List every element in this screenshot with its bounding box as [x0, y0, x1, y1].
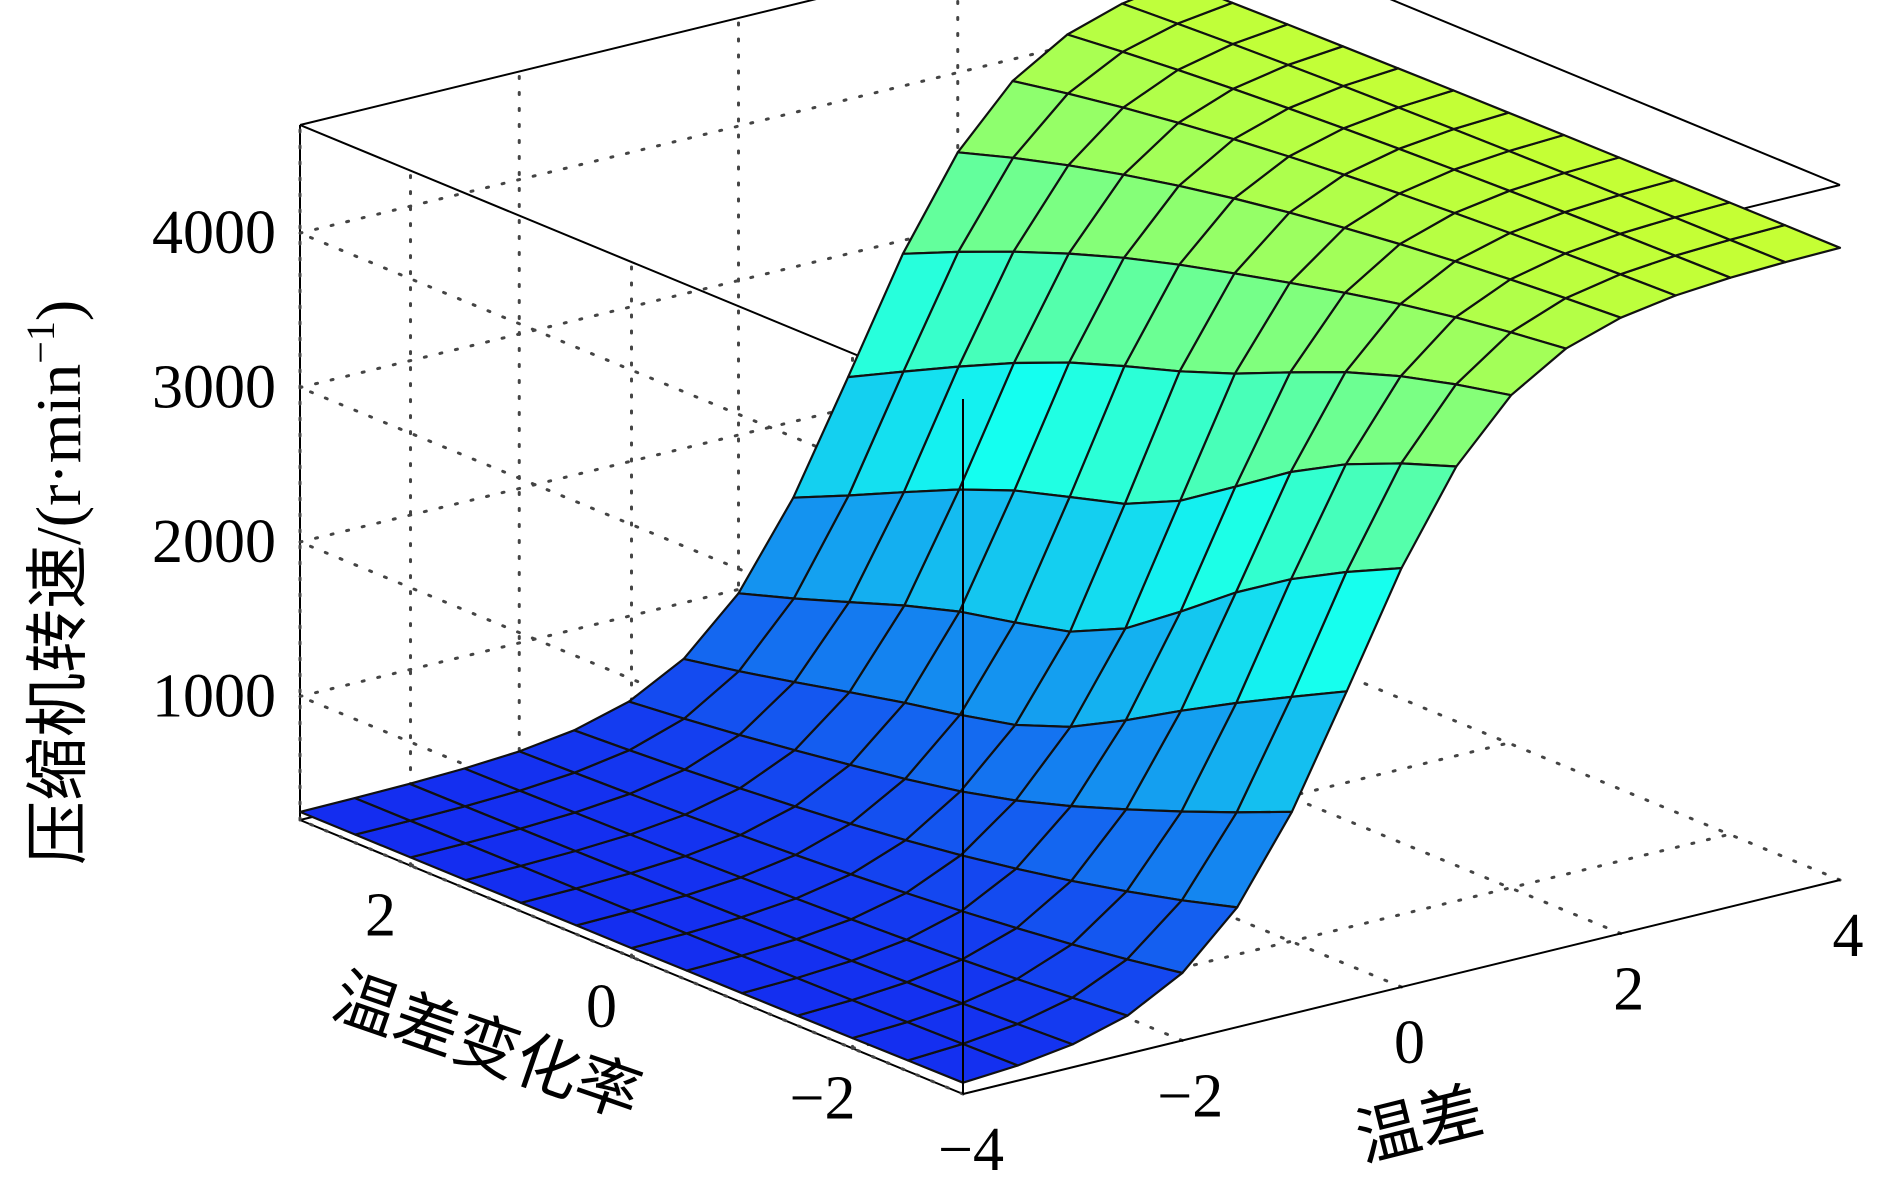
- box-edge: [1389, 0, 1841, 186]
- y-tick-label: 0: [586, 973, 617, 1041]
- x-axis-label: 温差: [1349, 1075, 1490, 1175]
- x-tick-label: 2: [1613, 956, 1644, 1024]
- z-tick-label: 1000: [152, 662, 276, 730]
- z-tick-label: 3000: [152, 354, 276, 422]
- grid-line: [851, 832, 1731, 1050]
- z-axis-label-exponent: −1: [18, 321, 63, 364]
- y-tick-label: 2: [365, 882, 396, 950]
- axes-box-front: [962, 399, 1841, 1095]
- surface-mesh: [298, 0, 1842, 1084]
- z-axis-label: 压缩机转速/(r·min−1): [18, 300, 94, 865]
- z-tick-label: 4000: [152, 199, 276, 267]
- box-edge: [299, 0, 817, 126]
- box-edge-front: [962, 879, 1841, 1095]
- box-edge: [299, 124, 964, 400]
- surface-cell: [298, 796, 412, 836]
- x-tick-label: 0: [1394, 1009, 1425, 1077]
- tick-labels: 1000 2000 3000 4000 −4 −2 0 2 4 −2 0 2: [152, 199, 1864, 1184]
- z-axis-label-main: 压缩机转速/(r·min: [23, 364, 94, 865]
- z-tick-label: 2000: [152, 508, 276, 576]
- x-tick-label: −2: [1157, 1063, 1223, 1131]
- grid-line: [298, 17, 1179, 235]
- z-axis-label-close: ): [23, 300, 94, 321]
- x-tick-label: −4: [938, 1116, 1004, 1184]
- y-tick-label: −2: [790, 1064, 856, 1132]
- x-tick-label: 4: [1833, 902, 1864, 970]
